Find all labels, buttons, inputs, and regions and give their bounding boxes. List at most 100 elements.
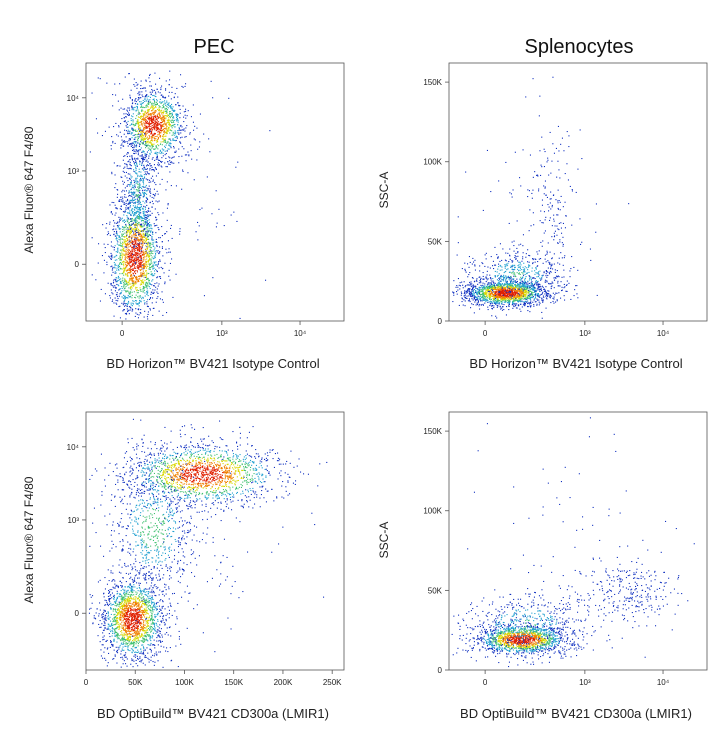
event-dot — [496, 283, 498, 285]
event-dot — [534, 288, 536, 290]
event-dot — [135, 257, 137, 259]
event-dot — [128, 287, 130, 289]
event-dot — [514, 305, 516, 307]
event-dot — [112, 271, 114, 273]
event-dot — [137, 154, 139, 156]
event-dot — [122, 272, 124, 274]
event-dot — [139, 218, 141, 220]
event-dot — [164, 162, 166, 164]
event-dot — [161, 121, 163, 123]
event-dot — [479, 287, 481, 289]
event-dot — [138, 116, 140, 118]
event-dot — [123, 226, 125, 228]
event-dot — [153, 137, 155, 139]
event-dot — [137, 134, 139, 136]
event-dot — [121, 263, 123, 265]
event-dot — [165, 132, 167, 134]
event-dot — [174, 123, 176, 125]
event-dot — [158, 276, 160, 278]
event-dot — [122, 226, 124, 228]
event-dot — [131, 158, 133, 160]
event-dot — [146, 223, 148, 225]
event-dot — [139, 243, 141, 245]
event-dot — [500, 299, 502, 301]
event-dot — [108, 233, 110, 235]
event-dot — [170, 106, 172, 108]
event-dot — [110, 212, 112, 214]
event-dot — [132, 229, 134, 231]
event-dot — [136, 190, 138, 192]
event-dot — [126, 261, 128, 263]
event-dot — [114, 204, 116, 206]
event-dot — [161, 178, 163, 180]
event-dot — [134, 261, 136, 263]
event-dot — [124, 210, 126, 212]
event-dot — [142, 236, 144, 238]
event-dot — [101, 135, 103, 137]
event-dot — [127, 120, 129, 122]
event-dot — [166, 150, 168, 152]
event-dot — [139, 213, 141, 215]
event-dot — [132, 222, 134, 224]
event-dot — [142, 131, 144, 133]
event-dot — [152, 128, 154, 130]
event-dot — [124, 232, 126, 234]
event-dot — [124, 211, 126, 213]
event-dot — [151, 135, 153, 137]
event-dot — [503, 286, 505, 288]
event-dot — [506, 283, 508, 285]
event-dot — [134, 242, 136, 244]
event-dot — [123, 196, 125, 198]
event-dot — [145, 211, 147, 213]
event-dot — [132, 242, 134, 244]
event-dot — [505, 291, 507, 293]
event-dot — [146, 142, 148, 144]
event-dot — [144, 235, 146, 237]
event-dot — [142, 283, 144, 285]
event-dot — [141, 238, 143, 240]
event-dot — [158, 165, 160, 167]
event-dot — [154, 257, 156, 259]
event-dot — [126, 219, 128, 221]
event-dot — [481, 285, 483, 287]
event-dot — [140, 226, 142, 228]
event-dot — [195, 231, 197, 233]
event-dot — [212, 277, 214, 279]
event-dot — [131, 247, 133, 249]
event-dot — [524, 290, 526, 292]
event-dot — [135, 262, 137, 264]
event-dot — [156, 122, 158, 124]
event-dot — [169, 106, 171, 108]
event-dot — [151, 200, 153, 202]
event-dot — [134, 223, 136, 225]
event-dot — [143, 169, 145, 171]
event-dot — [167, 120, 169, 122]
event-dot — [486, 287, 488, 289]
event-dot — [144, 240, 146, 242]
event-dot — [138, 197, 140, 199]
event-dot — [509, 297, 511, 299]
event-dot — [123, 239, 125, 241]
event-dot — [172, 133, 174, 135]
event-dot — [159, 149, 161, 151]
event-dot — [472, 289, 474, 291]
event-dot — [161, 235, 163, 237]
event-dot — [178, 105, 180, 107]
event-dot — [143, 281, 145, 283]
event-dot — [160, 143, 162, 145]
event-dot — [146, 229, 148, 231]
event-dot — [145, 221, 147, 223]
event-dot — [511, 291, 513, 293]
event-dot — [135, 98, 137, 100]
event-dot — [151, 239, 153, 241]
event-dot — [142, 270, 144, 272]
event-dot — [142, 290, 144, 292]
event-dot — [120, 253, 122, 255]
event-dot — [176, 118, 178, 120]
event-dot — [119, 217, 121, 219]
event-dot — [142, 287, 144, 289]
event-dot — [173, 139, 175, 141]
event-dot — [136, 267, 138, 269]
event-dot — [498, 300, 500, 302]
event-dot — [133, 215, 135, 217]
